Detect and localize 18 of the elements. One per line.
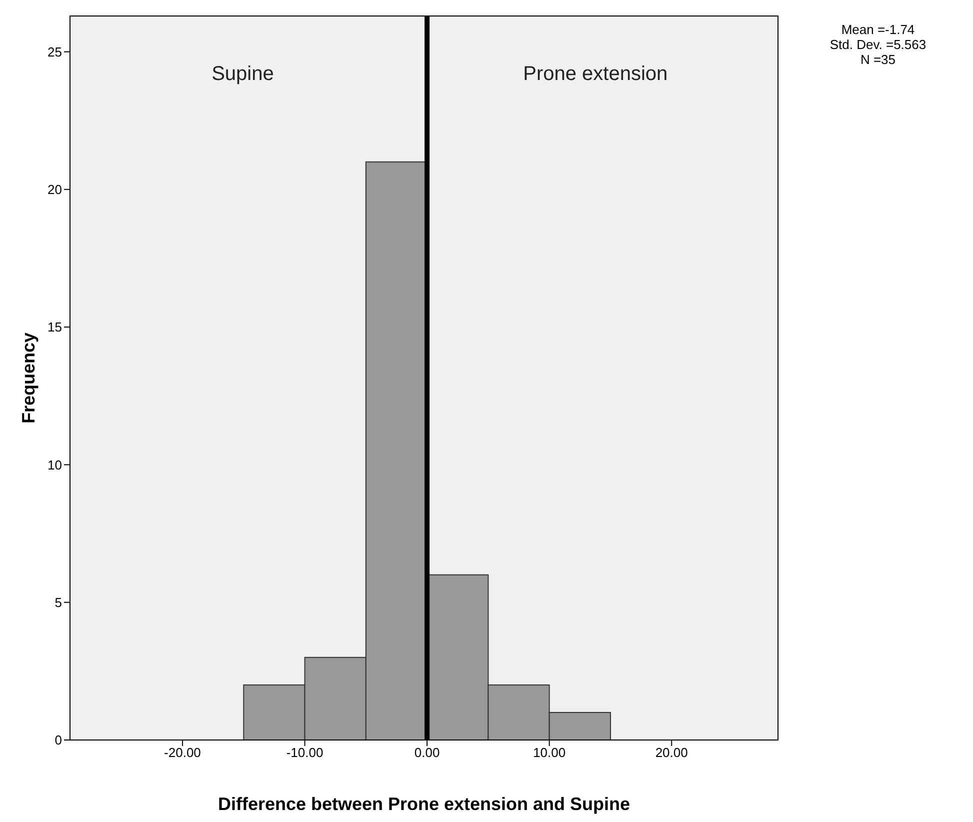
text: N =35: [859, 52, 897, 67]
y-tick-label: 25: [48, 44, 62, 60]
annotation: Supine: [212, 63, 274, 86]
text: Mean =-1.74: [840, 22, 916, 37]
x-tick-label: 20.00: [655, 745, 688, 760]
x-tick-label: 0.00: [414, 745, 440, 760]
x-tick-label: -20.00: [164, 745, 201, 760]
x-tick-label: -10.00: [286, 745, 324, 760]
y-tick-label: 5: [54, 594, 62, 610]
y-axis-title: Frequency: [18, 332, 38, 424]
y-tick-label: 10: [48, 457, 62, 472]
annotation: Prone extension: [523, 63, 668, 86]
x-axis-title: Difference between Prone extension and Supine: [218, 794, 630, 814]
text: Std. Dev. =5.563: [828, 37, 928, 52]
y-tick-label: 20: [48, 182, 62, 198]
y-tick-label: 15: [48, 320, 62, 335]
y-tick-label: 0: [54, 732, 62, 748]
x-tick-label: 10.00: [533, 745, 566, 760]
